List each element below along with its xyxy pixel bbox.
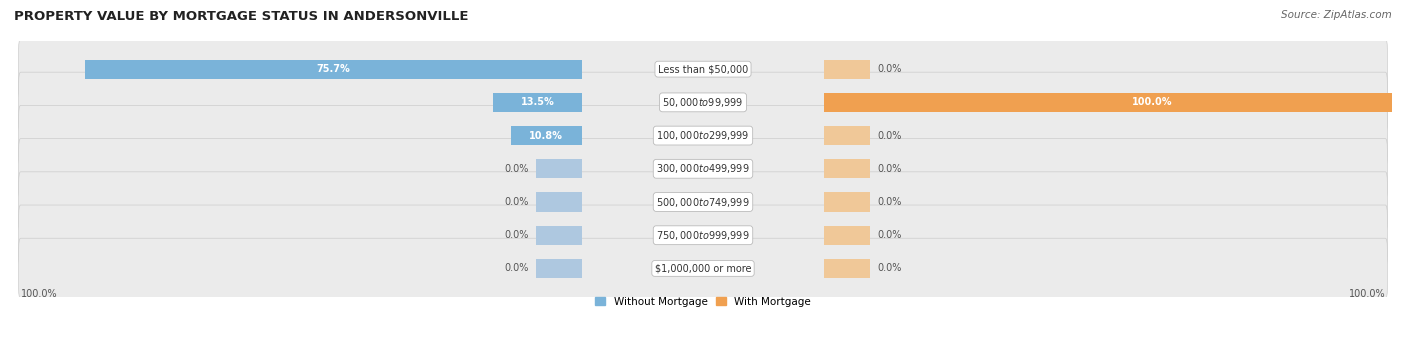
Text: $300,000 to $499,999: $300,000 to $499,999 <box>657 162 749 175</box>
FancyBboxPatch shape <box>18 238 1388 299</box>
FancyBboxPatch shape <box>18 72 1388 133</box>
Text: PROPERTY VALUE BY MORTGAGE STATUS IN ANDERSONVILLE: PROPERTY VALUE BY MORTGAGE STATUS IN AND… <box>14 10 468 23</box>
Bar <box>824 226 870 245</box>
Bar <box>536 159 582 178</box>
Text: 100.0%: 100.0% <box>21 290 58 299</box>
Text: $500,000 to $749,999: $500,000 to $749,999 <box>657 195 749 208</box>
Text: $1,000,000 or more: $1,000,000 or more <box>655 264 751 273</box>
Text: 0.0%: 0.0% <box>877 164 901 174</box>
Text: 0.0%: 0.0% <box>505 230 529 240</box>
Bar <box>824 60 870 79</box>
FancyBboxPatch shape <box>18 105 1388 166</box>
Bar <box>84 60 582 79</box>
Bar <box>536 192 582 212</box>
Text: 100.0%: 100.0% <box>1132 98 1173 107</box>
Text: 0.0%: 0.0% <box>877 264 901 273</box>
FancyBboxPatch shape <box>18 138 1388 199</box>
Bar <box>536 226 582 245</box>
Text: 100.0%: 100.0% <box>1348 290 1385 299</box>
Text: 0.0%: 0.0% <box>877 230 901 240</box>
Text: Source: ZipAtlas.com: Source: ZipAtlas.com <box>1281 10 1392 20</box>
Bar <box>824 93 1406 112</box>
FancyBboxPatch shape <box>18 172 1388 232</box>
FancyBboxPatch shape <box>18 205 1388 265</box>
Text: 0.0%: 0.0% <box>505 164 529 174</box>
Bar <box>824 259 870 278</box>
Bar <box>824 192 870 212</box>
Bar <box>510 126 582 145</box>
Bar <box>494 93 582 112</box>
Text: 10.8%: 10.8% <box>529 131 564 140</box>
Bar <box>824 126 870 145</box>
Text: 0.0%: 0.0% <box>505 264 529 273</box>
Text: 13.5%: 13.5% <box>520 98 554 107</box>
Text: 0.0%: 0.0% <box>505 197 529 207</box>
Text: 75.7%: 75.7% <box>316 64 350 74</box>
Text: $50,000 to $99,999: $50,000 to $99,999 <box>662 96 744 109</box>
Text: 0.0%: 0.0% <box>877 64 901 74</box>
Text: $750,000 to $999,999: $750,000 to $999,999 <box>657 229 749 242</box>
Text: 0.0%: 0.0% <box>877 131 901 140</box>
Text: Less than $50,000: Less than $50,000 <box>658 64 748 74</box>
FancyBboxPatch shape <box>18 39 1388 99</box>
Bar <box>824 159 870 178</box>
Legend: Without Mortgage, With Mortgage: Without Mortgage, With Mortgage <box>595 297 811 307</box>
Bar <box>536 259 582 278</box>
Text: $100,000 to $299,999: $100,000 to $299,999 <box>657 129 749 142</box>
Text: 0.0%: 0.0% <box>877 197 901 207</box>
